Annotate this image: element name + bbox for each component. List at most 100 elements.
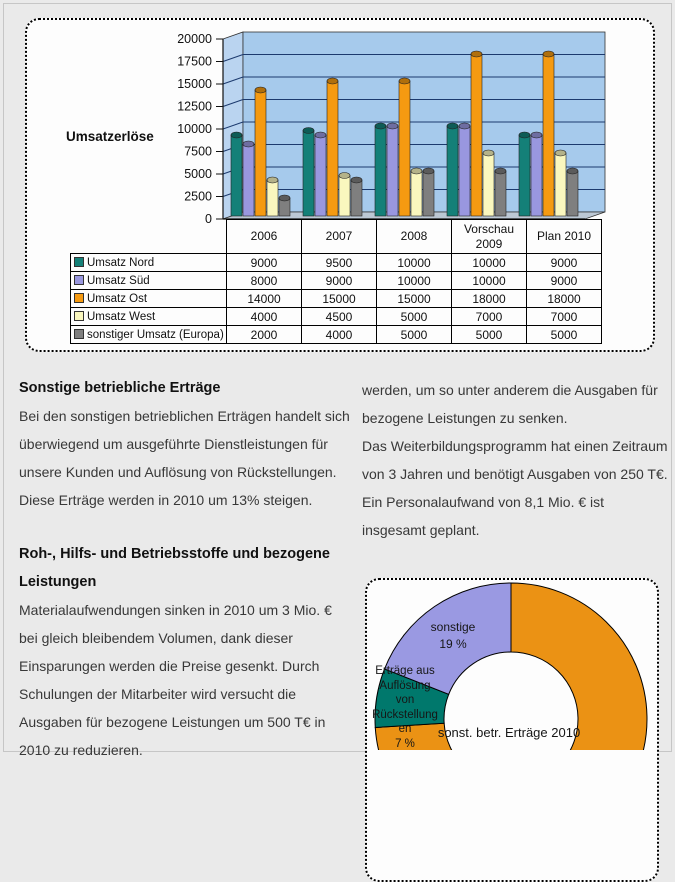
bar-Umsatz Ost: [398, 80, 411, 217]
bar-Umsatz West: [482, 152, 495, 217]
bar-cap: [338, 172, 351, 179]
bar-Umsatz Nord: [446, 125, 459, 217]
bar-Umsatz Süd: [386, 125, 399, 217]
bar-sonstiger Umsatz (Europa): [566, 170, 579, 217]
y-tick-label: 2500: [184, 190, 212, 204]
table-cell: 8000: [226, 271, 302, 290]
donut-chart-title: sonst. betr. Erträge 2010: [437, 725, 581, 740]
donut-slice-label-rueckstellungen: Erträge aus Auflösung von Rückstellungen…: [372, 665, 438, 750]
table-cell: 9000: [226, 253, 302, 272]
bar-cap: [410, 167, 423, 175]
gridline-wall: [222, 121, 244, 130]
bar-cap: [302, 127, 315, 134]
bar-cap: [350, 176, 363, 184]
section-body-betriebsstoffe: Materialaufwendungen sinken in 2010 um 3…: [19, 602, 332, 758]
bar-Umsatz Nord: [374, 125, 387, 217]
legend-swatch-icon: [74, 274, 84, 285]
bar-Umsatz Ost: [254, 89, 267, 217]
bar-Umsatz Nord: [302, 130, 315, 217]
bar-cap: [374, 122, 387, 130]
table-row: Umsatz West 4000 4500 5000 7000 7000: [70, 307, 602, 326]
legend-swatch-icon: [74, 256, 84, 267]
table-row: sonstiger Umsatz (Europa) 2000 4000 5000 500…: [70, 325, 602, 344]
table-cell: 5000: [526, 325, 602, 344]
bar-cap: [230, 131, 243, 139]
report-page: { "chart_data": [ { "type": "bar", "styl…: [3, 3, 672, 882]
bar-cap: [398, 77, 411, 85]
y-tick-label: 10000: [177, 122, 212, 136]
table-row: Umsatz Ost 14000 15000 15000 18000 18000: [70, 289, 602, 308]
bar-Umsatz Nord: [518, 134, 531, 217]
bar-Umsatz Nord: [230, 134, 243, 217]
table-cell: 9000: [301, 271, 377, 290]
row-label-cell: Umsatz Süd: [70, 271, 227, 290]
donut-slice: [383, 582, 512, 695]
paragraph: Das Weiterbildungsprogramm hat einen Zei…: [362, 438, 668, 482]
y-tick-label: 15000: [177, 77, 212, 91]
bar-Umsatz West: [266, 179, 279, 217]
bar-cap: [278, 194, 291, 202]
table-cell: 15000: [376, 289, 452, 308]
donut-slice-label-sonstige: sonstige 19 %: [430, 620, 476, 651]
bar-Umsatz Süd: [530, 134, 543, 217]
table-cell: 10000: [451, 271, 527, 290]
bar-sonstiger Umsatz (Europa): [422, 170, 435, 217]
table-cell: 5000: [376, 325, 452, 344]
paragraph: Ein Personalaufwand von 8,1 Mio. € ist i…: [362, 494, 605, 538]
table-cell: 2000: [226, 325, 302, 344]
bar-cap: [458, 122, 471, 130]
bar-Umsatz Süd: [458, 125, 471, 217]
bar-cap: [314, 131, 327, 139]
bar-cap: [554, 149, 567, 157]
bar-cap: [422, 167, 435, 175]
y-tick-label: 0: [205, 212, 212, 226]
gridline-wall: [222, 76, 244, 85]
y-tick-label: 5000: [184, 167, 212, 181]
table-cell: 10000: [376, 271, 452, 290]
section-heading-betriebsstoffe: Roh-, Hilfs- und Betriebsstoffe und bezo…: [19, 546, 330, 590]
bar-Umsatz Ost: [470, 53, 483, 217]
table-cell: 5000: [376, 307, 452, 326]
table-header-cell: 2007: [301, 219, 377, 254]
row-label-cell: sonstiger Umsatz (Europa): [70, 325, 227, 344]
revenue-table: 2006 2007 2008 Vorschau 2009 Plan 2010 Umsatz…: [70, 219, 602, 344]
row-label-cell: Umsatz Nord: [70, 253, 227, 272]
y-tick-label: 7500: [184, 145, 212, 159]
bar-cap: [482, 149, 495, 157]
right-column-text: werden, um so unter anderem die Ausgaben…: [362, 376, 670, 544]
bar-Umsatz Ost: [326, 80, 339, 217]
table-cell: 7000: [451, 307, 527, 326]
table-header-cell: Plan 2010: [526, 219, 602, 254]
chart-axis-title: Umsatzerlöse: [66, 129, 154, 144]
bar-cap: [518, 131, 531, 139]
bar-Umsatz Süd: [314, 134, 327, 217]
table-cell: 9500: [301, 253, 377, 272]
table-row: Umsatz Nord 9000 9500 10000 10000 9000: [70, 253, 602, 272]
table-cell: 10000: [451, 253, 527, 272]
y-tick-label: 12500: [177, 100, 212, 114]
bar-sonstiger Umsatz (Europa): [494, 170, 507, 217]
bar-cap: [446, 122, 459, 130]
row-label-cell: Umsatz Ost: [70, 289, 227, 308]
bar-Umsatz West: [554, 152, 567, 217]
y-tick-label: 20000: [177, 32, 212, 46]
legend-swatch-icon: [74, 328, 84, 339]
bar-Umsatz Süd: [242, 143, 255, 217]
table-corner-blank: [71, 220, 227, 254]
table-header-cell: 2008: [376, 219, 452, 254]
ertraege-donut-chart: [374, 582, 648, 750]
legend-swatch-icon: [74, 310, 84, 321]
donut-slice: [374, 582, 648, 750]
paragraph: werden, um so unter anderem die Ausgaben…: [362, 382, 658, 426]
bar-Umsatz West: [338, 175, 351, 217]
row-label-cell: Umsatz West: [70, 307, 227, 326]
table-row: Umsatz Süd 8000 9000 10000 10000 9000: [70, 271, 602, 290]
table-cell: 7000: [526, 307, 602, 326]
revenue-bar-chart: 0 2500 5000 7500 10000 12500 15000 17500 20000: [177, 31, 606, 226]
bar-cap: [266, 176, 279, 184]
table-cell: 15000: [301, 289, 377, 308]
bar-Umsatz Ost: [542, 53, 555, 217]
bar-sonstiger Umsatz (Europa): [350, 179, 363, 217]
table-cell: 14000: [226, 289, 302, 308]
bar-cap: [470, 50, 483, 58]
